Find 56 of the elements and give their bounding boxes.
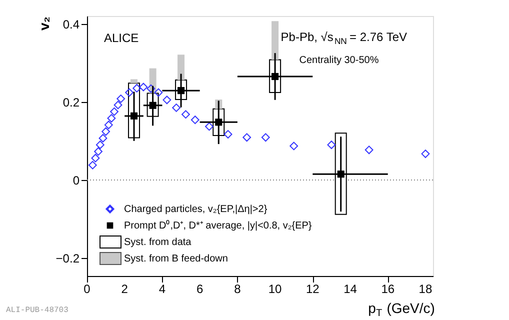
point: [139, 82, 148, 92]
legend-label: Prompt D⁰,D⁺, D*⁺ average, |y|<0.8, v₂{EP}: [124, 220, 312, 232]
point: [154, 88, 163, 97]
legend-label: Charged particles, v₂{EP,|Δη|>2}: [124, 204, 268, 215]
point: [327, 140, 336, 150]
y-tick-label: 0.2: [62, 95, 80, 110]
x-tick-label: 12: [306, 282, 320, 296]
point: [98, 134, 108, 142]
point: [94, 147, 102, 156]
point: [261, 133, 270, 142]
point: [182, 110, 190, 119]
point: [102, 127, 110, 136]
point: [125, 88, 134, 97]
point: [116, 94, 126, 103]
legend-label: Syst. from B feed-down: [124, 254, 228, 264]
bar: [272, 21, 279, 60]
x-tick-label: 10: [268, 282, 282, 296]
point: [205, 122, 214, 131]
y-tick-label: 0: [72, 173, 80, 188]
point: [172, 104, 181, 112]
bar: [178, 54, 185, 80]
point: [107, 114, 116, 122]
x-tick-label: 6: [196, 282, 204, 296]
point: [130, 112, 138, 120]
point: [290, 142, 298, 150]
point: [224, 130, 232, 138]
text: ALI-PUB-48703: [6, 306, 69, 315]
point: [190, 116, 200, 124]
point: [162, 96, 172, 104]
bar: [130, 79, 138, 84]
x-tick-label: 2: [121, 282, 128, 296]
legend-label: Syst. from data: [124, 237, 192, 248]
point: [132, 84, 142, 92]
point: [114, 100, 122, 110]
point: [337, 170, 344, 178]
point: [96, 140, 104, 150]
point: [364, 146, 374, 154]
x-tick-label: 0: [84, 282, 91, 296]
point: [272, 72, 279, 80]
point: [421, 150, 430, 158]
point: [242, 133, 252, 142]
point: [104, 120, 113, 130]
annotation: Centrality 30-50%: [299, 55, 379, 66]
x-tick-label: 18: [418, 282, 432, 296]
x-tick-label: 16: [381, 282, 395, 296]
point: [91, 154, 100, 162]
point: [110, 107, 118, 116]
x-tick-label: 4: [158, 282, 166, 296]
y-tick-label: 0.4: [62, 17, 80, 32]
point: [88, 160, 97, 170]
annotation: ALICE: [104, 31, 139, 45]
y-axis-title: v₂: [36, 16, 52, 31]
x-tick-label: 8: [234, 282, 242, 296]
x-tick-label: 14: [344, 282, 358, 296]
point: [146, 84, 156, 93]
y-tick-label: −0.2: [56, 252, 80, 266]
